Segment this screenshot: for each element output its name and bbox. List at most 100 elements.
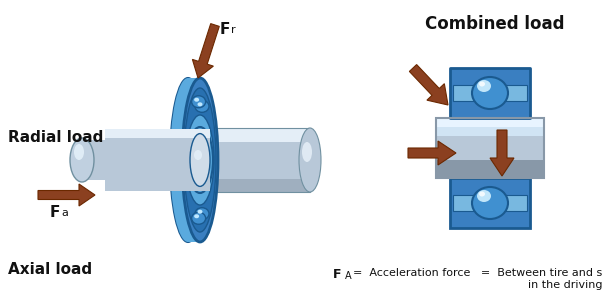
- Bar: [436, 171, 544, 172]
- Text: in the driving direction: in the driving direction: [528, 280, 602, 290]
- Ellipse shape: [187, 127, 213, 193]
- Bar: [210, 128, 310, 192]
- Bar: [436, 150, 544, 151]
- Bar: [436, 137, 544, 138]
- Bar: [453, 195, 527, 211]
- Ellipse shape: [195, 100, 209, 112]
- Polygon shape: [193, 24, 219, 78]
- Ellipse shape: [191, 96, 206, 108]
- Ellipse shape: [173, 78, 209, 242]
- Ellipse shape: [172, 78, 208, 242]
- Bar: [436, 163, 544, 164]
- Bar: [436, 146, 544, 147]
- Bar: [436, 149, 544, 150]
- Bar: [436, 131, 544, 132]
- Bar: [210, 128, 310, 192]
- Polygon shape: [38, 184, 95, 206]
- Ellipse shape: [186, 115, 214, 205]
- Bar: [105, 129, 210, 138]
- Ellipse shape: [191, 212, 206, 224]
- Bar: [436, 158, 544, 159]
- Text: Axial load: Axial load: [8, 262, 92, 277]
- Ellipse shape: [175, 78, 211, 242]
- Ellipse shape: [74, 144, 84, 160]
- Ellipse shape: [479, 192, 485, 197]
- Text: Radial load: Radial load: [8, 130, 104, 145]
- Bar: [436, 176, 544, 177]
- Bar: [436, 170, 544, 171]
- Bar: [453, 85, 527, 101]
- Ellipse shape: [197, 154, 211, 166]
- Bar: [105, 129, 210, 191]
- Ellipse shape: [194, 98, 199, 102]
- Bar: [436, 164, 544, 165]
- Bar: [436, 151, 544, 152]
- Bar: [436, 141, 544, 142]
- Bar: [436, 169, 544, 170]
- Bar: [436, 153, 544, 154]
- Ellipse shape: [197, 210, 202, 214]
- Polygon shape: [409, 65, 448, 105]
- Bar: [436, 126, 544, 127]
- Ellipse shape: [195, 208, 209, 220]
- Ellipse shape: [194, 214, 199, 218]
- Bar: [436, 162, 544, 163]
- Polygon shape: [490, 130, 514, 176]
- Bar: [450, 178, 530, 228]
- Bar: [436, 118, 544, 119]
- Bar: [436, 154, 544, 155]
- Bar: [436, 133, 544, 134]
- Bar: [436, 124, 544, 125]
- Bar: [436, 148, 544, 149]
- Bar: [436, 173, 544, 174]
- Bar: [436, 136, 544, 137]
- Ellipse shape: [302, 142, 312, 162]
- Ellipse shape: [197, 102, 202, 106]
- Bar: [210, 179, 310, 192]
- Ellipse shape: [170, 78, 206, 242]
- Bar: [436, 168, 544, 169]
- Bar: [436, 174, 544, 175]
- Bar: [436, 175, 544, 176]
- Bar: [436, 122, 544, 123]
- Bar: [436, 156, 544, 157]
- Text: F: F: [333, 268, 341, 281]
- Bar: [436, 142, 544, 143]
- Ellipse shape: [182, 78, 218, 242]
- Ellipse shape: [177, 78, 213, 242]
- Bar: [436, 152, 544, 153]
- Bar: [436, 125, 544, 126]
- Ellipse shape: [479, 82, 485, 87]
- Bar: [436, 128, 544, 129]
- Bar: [436, 172, 544, 173]
- Bar: [210, 128, 310, 142]
- Ellipse shape: [190, 134, 210, 186]
- Ellipse shape: [477, 80, 491, 92]
- Ellipse shape: [194, 150, 202, 160]
- Bar: [436, 159, 544, 160]
- Bar: [436, 127, 544, 128]
- Bar: [436, 166, 544, 167]
- Bar: [436, 138, 544, 139]
- Ellipse shape: [477, 190, 491, 202]
- Bar: [436, 161, 544, 162]
- Bar: [436, 130, 544, 131]
- Bar: [436, 140, 544, 141]
- Ellipse shape: [182, 78, 218, 242]
- Bar: [436, 139, 544, 140]
- Ellipse shape: [299, 128, 321, 192]
- Bar: [436, 157, 544, 158]
- Bar: [436, 147, 544, 148]
- Bar: [436, 167, 544, 168]
- Bar: [436, 144, 544, 145]
- Text: r: r: [231, 25, 235, 35]
- Text: a: a: [61, 208, 68, 218]
- Bar: [436, 160, 544, 161]
- Bar: [436, 177, 544, 178]
- Bar: [436, 145, 544, 146]
- Bar: [436, 129, 544, 130]
- Bar: [436, 121, 544, 122]
- Bar: [436, 120, 544, 121]
- Ellipse shape: [184, 88, 216, 232]
- Ellipse shape: [180, 78, 216, 242]
